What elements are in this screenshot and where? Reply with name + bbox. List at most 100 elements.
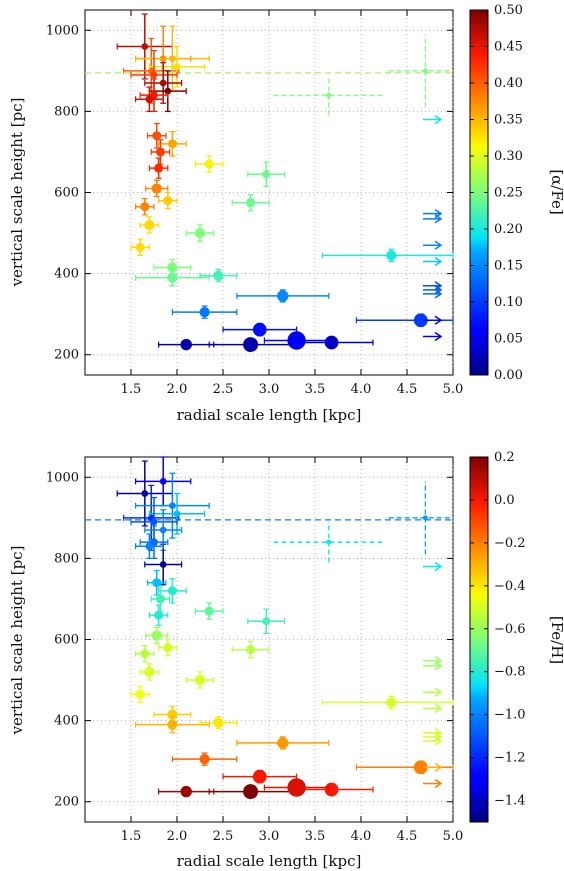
data-point xyxy=(152,578,162,588)
data-point xyxy=(199,754,210,765)
data-point xyxy=(199,307,210,318)
data-point xyxy=(163,643,173,653)
data-point xyxy=(213,270,224,281)
data-point xyxy=(413,760,428,775)
data-point xyxy=(144,219,155,231)
y-tick-label: 400 xyxy=(54,267,79,282)
x-tick-label: 1.5 xyxy=(121,829,142,844)
data-point xyxy=(287,331,306,350)
colorbar-tick-label: −0.8 xyxy=(494,665,526,680)
colorbar-tick-label: 0.15 xyxy=(494,259,523,274)
x-tick-label: 4.0 xyxy=(351,829,372,844)
x-tick-label: 3.5 xyxy=(305,382,326,397)
y-tick-label: 800 xyxy=(54,551,79,566)
y-axis-label: vertical scale height [pc] xyxy=(8,546,26,736)
x-tick-label: 3.0 xyxy=(259,829,280,844)
data-point xyxy=(277,737,289,749)
x-tick-label: 2.5 xyxy=(213,829,234,844)
data-point xyxy=(164,87,172,95)
data-point xyxy=(180,338,192,351)
data-point xyxy=(135,689,145,699)
data-point xyxy=(413,313,428,328)
x-tick-label: 5.0 xyxy=(443,382,464,397)
data-point xyxy=(167,719,178,730)
colorbar-ticks: 0.00 0.05 0.10 0.15 0.20 0.25 0.30 0.35 0.40 0.45… xyxy=(470,3,523,383)
limit-arrow-head xyxy=(434,778,443,789)
data-point xyxy=(173,510,181,518)
y-tick-label: 200 xyxy=(54,348,79,363)
limit-arrow-head xyxy=(434,256,443,267)
x-ticks: 1.5 2.0 2.5 3.0 3.5 4.0 4.5 5.0 xyxy=(121,10,464,397)
limit-arrow-head xyxy=(434,762,443,772)
data-point xyxy=(246,198,256,208)
data-point xyxy=(204,159,214,169)
colorbar-tick-label: 0.05 xyxy=(494,332,523,347)
colorbar-tick-label: −0.2 xyxy=(494,536,526,551)
data-point xyxy=(151,630,162,641)
data-point xyxy=(326,539,332,545)
colorbar-tick-label: 0.00 xyxy=(494,368,523,383)
data-point xyxy=(150,71,158,79)
x-tick-label: 3.0 xyxy=(259,382,280,397)
y-tick-label: 800 xyxy=(54,104,79,119)
colorbar-tick-label: 0.10 xyxy=(494,295,523,310)
y-tick-label: 600 xyxy=(54,633,79,648)
limit-arrow-head xyxy=(434,285,443,295)
x-axis-label: radial scale length [kpc] xyxy=(177,406,362,424)
colorbar-tick-label: 0.20 xyxy=(494,222,523,237)
limit-arrow-head xyxy=(434,240,443,250)
data-point xyxy=(386,697,397,708)
x-axis-label: radial scale length [kpc] xyxy=(177,852,362,870)
data-point xyxy=(155,594,165,604)
limit-arrow-head xyxy=(434,561,443,572)
colorbar-tick-label: 0.40 xyxy=(494,76,523,91)
y-ticks: 200 400 600 800 1000 xyxy=(46,470,453,810)
limit-arrow-head xyxy=(434,214,443,224)
data-point xyxy=(204,606,214,616)
data-point xyxy=(159,79,167,87)
data-point xyxy=(155,147,165,157)
limit-arrow-head xyxy=(434,703,443,714)
colorbar-tick-label: 0.0 xyxy=(494,493,515,508)
y-tick-label: 1000 xyxy=(46,23,79,38)
y-tick-label: 400 xyxy=(54,714,79,729)
data-point xyxy=(140,202,150,212)
x-tick-label: 2.0 xyxy=(167,382,188,397)
limit-arrow-head xyxy=(434,732,443,742)
y-ticks: 200 400 600 800 1000 xyxy=(46,23,453,363)
data-point xyxy=(324,782,339,797)
x-tick-label: 2.5 xyxy=(213,382,234,397)
data-points xyxy=(116,13,454,353)
x-tick-label: 3.5 xyxy=(305,829,326,844)
data-point xyxy=(252,322,267,337)
data-point xyxy=(145,542,154,551)
data-point xyxy=(154,163,164,173)
limit-arrow-head xyxy=(434,736,443,746)
limit-arrow-head xyxy=(434,728,443,738)
x-ticks: 1.5 2.0 2.5 3.0 3.5 4.0 4.5 5.0 xyxy=(121,457,464,844)
y-tick-label: 200 xyxy=(54,795,79,810)
data-point xyxy=(262,170,271,179)
colorbar-tick-label: 0.30 xyxy=(494,149,523,164)
x-tick-label: 1.5 xyxy=(121,382,142,397)
x-tick-label: 4.5 xyxy=(397,382,418,397)
data-point xyxy=(169,55,176,63)
data-point xyxy=(243,784,259,800)
x-tick-label: 5.0 xyxy=(443,829,464,844)
fe-h-panel: 1.5 2.0 2.5 3.0 3.5 4.0 4.5 5.0 200 400 600 800 100… xyxy=(8,450,564,870)
x-tick-label: 4.5 xyxy=(397,829,418,844)
x-tick-label: 2.0 xyxy=(167,829,188,844)
data-point xyxy=(159,477,167,485)
colorbar-label: [α/Fe] xyxy=(548,169,564,214)
limit-arrow-head xyxy=(434,114,443,125)
colorbar-tick-label: 0.25 xyxy=(494,186,523,201)
data-point xyxy=(141,43,149,50)
data-point xyxy=(194,227,206,239)
data-point xyxy=(154,610,164,620)
colorbar-label: [Fe/H] xyxy=(548,616,564,664)
data-point xyxy=(140,649,150,659)
alpha-fe-panel: 1.5 2.0 2.5 3.0 3.5 4.0 4.5 5.0 200 400 600 800 100… xyxy=(8,3,564,424)
limit-arrow-head xyxy=(434,331,443,342)
limit-arrow-head xyxy=(434,281,443,291)
